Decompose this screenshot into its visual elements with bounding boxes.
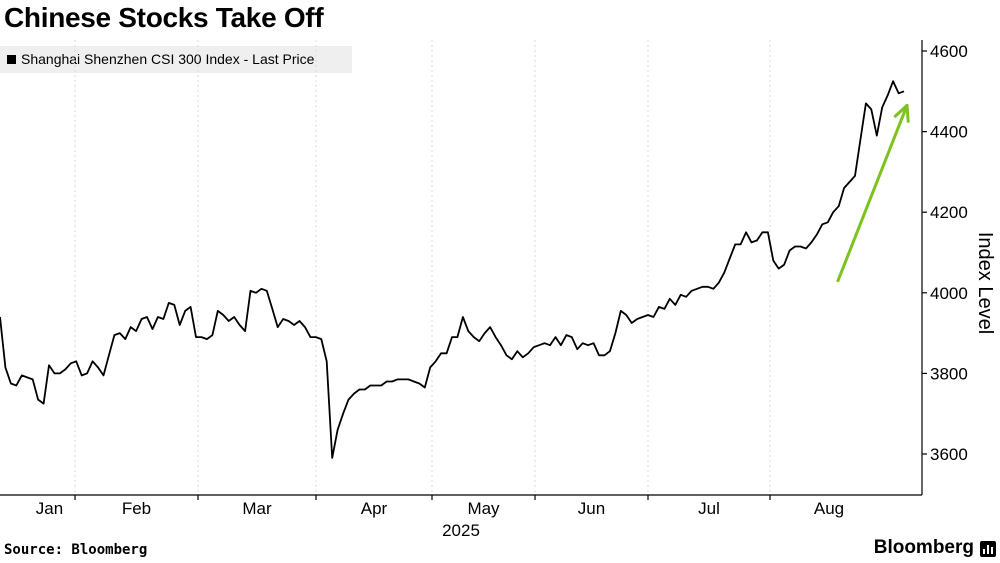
bloomberg-chart-icon <box>980 541 996 557</box>
x-axis: Jan Feb Mar Apr May Jun Jul Aug 2025 <box>0 494 922 540</box>
legend-swatch <box>7 55 16 64</box>
x-year-label: 2025 <box>442 521 480 540</box>
y-tick-label-4400: 4400 <box>930 123 968 142</box>
bloomberg-logo: Bloomberg <box>873 537 974 558</box>
legend: Shanghai Shenzhen CSI 300 Index - Last P… <box>0 46 352 73</box>
x-tick-label-jun: Jun <box>578 499 605 518</box>
x-tick-label-jan: Jan <box>36 499 63 518</box>
x-tick-label-jul: Jul <box>698 499 720 518</box>
grid-lines <box>74 40 771 495</box>
source-note: Source: Bloomberg <box>4 542 148 558</box>
chart-title: Chinese Stocks Take Off <box>4 2 324 33</box>
trend-arrow-shaft <box>836 103 909 283</box>
x-tick-label-mar: Mar <box>242 499 272 518</box>
x-tick-label-aug: Aug <box>814 499 844 518</box>
x-tick-label-apr: Apr <box>361 499 388 518</box>
y-axis-title: Index Level <box>974 232 996 334</box>
y-tick-label-3600: 3600 <box>930 445 968 464</box>
trend-arrow-head <box>893 103 910 123</box>
series-line-csi300 <box>0 80 905 459</box>
y-tick-label-4600: 4600 <box>930 42 968 61</box>
y-tick-label-3800: 3800 <box>930 364 968 383</box>
x-tick-label-may: May <box>467 499 500 518</box>
y-axis: 3600 3800 4000 4200 4400 4600 Index Level <box>921 40 996 495</box>
y-tick-label-4200: 4200 <box>930 203 968 222</box>
x-tick-label-feb: Feb <box>122 499 151 518</box>
y-tick-label-4000: 4000 <box>930 284 968 303</box>
trend-arrow <box>836 103 910 283</box>
legend-label: Shanghai Shenzhen CSI 300 Index - Last P… <box>21 51 315 67</box>
